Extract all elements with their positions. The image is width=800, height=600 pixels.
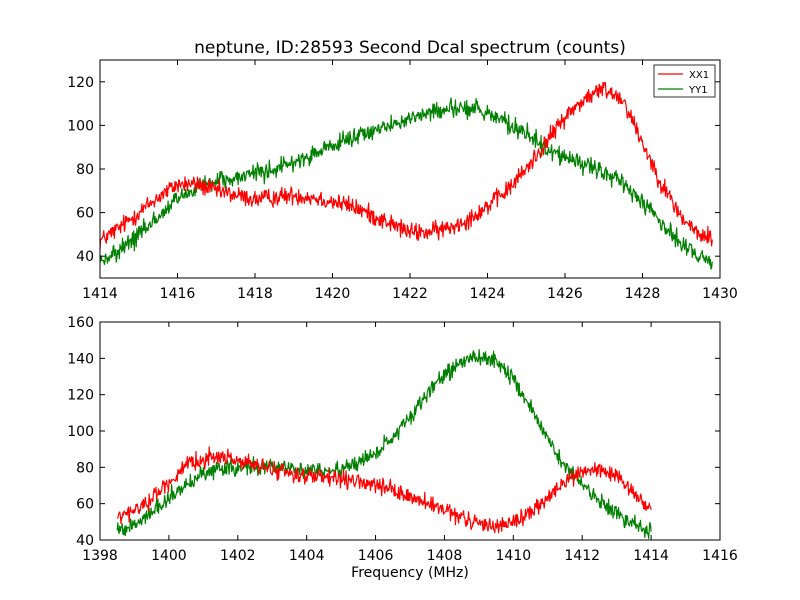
x-tick-label: 1416 <box>160 286 196 302</box>
x-tick-label: 1414 <box>633 548 669 564</box>
y-tick-label: 160 <box>67 315 94 331</box>
ticks-bottom: 1398 1400 1402 1404 1406 1408 1410 1412 1414 1416… <box>67 315 738 564</box>
series-group-bottom <box>116 348 652 539</box>
y-tick-label: 120 <box>67 75 94 91</box>
x-tick-label: 1418 <box>237 286 273 302</box>
y-tick-label: 60 <box>76 497 94 513</box>
x-tick-label: 1404 <box>289 548 325 564</box>
x-tick-label: 1408 <box>427 548 463 564</box>
x-tick-label: 1410 <box>496 548 532 564</box>
y-tick-label: 80 <box>76 460 94 476</box>
series-line-xx1-bottom <box>116 446 652 534</box>
series-line-yy1-bottom <box>116 348 652 539</box>
x-tick-label: 1420 <box>315 286 351 302</box>
y-tick-label: 100 <box>67 424 94 440</box>
legend-label-xx1: XX1 <box>689 70 709 81</box>
y-tick-label: 80 <box>76 162 94 178</box>
x-tick-label: 1428 <box>625 286 661 302</box>
y-tick-label: 100 <box>67 118 94 134</box>
legend-label-yy1: YY1 <box>688 85 708 96</box>
y-tick-label: 40 <box>76 249 94 265</box>
y-tick-label: 60 <box>76 206 94 222</box>
chart-title: neptune, ID:28593 Second Dcal spectrum (… <box>194 38 626 58</box>
y-tick-label: 140 <box>67 351 94 367</box>
series-group-top <box>99 81 713 270</box>
chart-bottom: 1398 1400 1402 1404 1406 1408 1410 1412 1414 1416… <box>67 315 738 581</box>
x-tick-label: 1412 <box>564 548 600 564</box>
x-tick-label: 1414 <box>82 286 118 302</box>
legend: XX1 YY1 <box>653 64 716 98</box>
y-tick-label: 120 <box>67 388 94 404</box>
ticks-top: 1414 1416 1418 1420 1422 1424 1426 1428 1430 40 60… <box>67 60 738 302</box>
x-tick-label: 1406 <box>358 548 394 564</box>
x-tick-label: 1424 <box>470 286 506 302</box>
x-axis-label: Frequency (MHz) <box>351 565 469 581</box>
x-tick-label: 1430 <box>702 286 738 302</box>
y-tick-label: 40 <box>76 533 94 549</box>
x-tick-label: 1398 <box>82 548 118 564</box>
x-tick-label: 1402 <box>220 548 256 564</box>
x-tick-label: 1422 <box>392 286 428 302</box>
chart-top: neptune, ID:28593 Second Dcal spectrum (… <box>67 38 738 302</box>
x-tick-label: 1426 <box>547 286 583 302</box>
x-tick-label: 1416 <box>702 548 738 564</box>
series-line-xx1-top <box>99 81 713 250</box>
legend-box <box>653 64 716 98</box>
x-tick-label: 1400 <box>151 548 187 564</box>
